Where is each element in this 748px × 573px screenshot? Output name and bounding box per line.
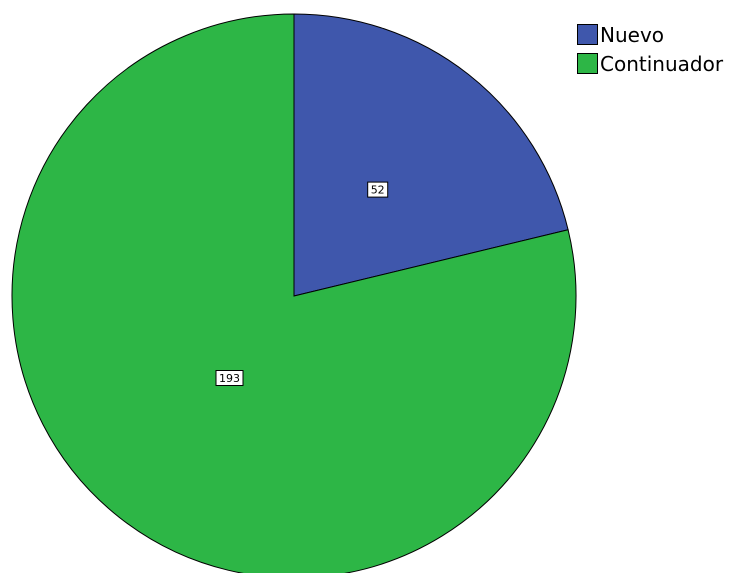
- data-label-nuevo: 52: [367, 181, 389, 198]
- legend-swatch-0: [577, 24, 598, 45]
- legend-label-1: Continuador: [600, 51, 724, 76]
- pie-data-labels: 52 193: [215, 181, 389, 386]
- data-label-text: 52: [371, 184, 385, 197]
- data-label-box: [367, 181, 389, 198]
- data-label-box: [215, 370, 244, 386]
- pie-slices: [11, 13, 577, 573]
- pie-slice-continuador: [11, 13, 577, 573]
- legend-swatch-1: [577, 53, 598, 74]
- data-label-continuador: 193: [215, 370, 244, 386]
- data-label-text: 193: [219, 372, 240, 385]
- legend-item-0: Nuevo: [577, 20, 723, 49]
- legend-label-0: Nuevo: [600, 22, 665, 47]
- pie-slice-nuevo: [293, 13, 569, 297]
- legend: Nuevo Continuador: [577, 20, 723, 78]
- legend-item-1: Continuador: [577, 49, 723, 78]
